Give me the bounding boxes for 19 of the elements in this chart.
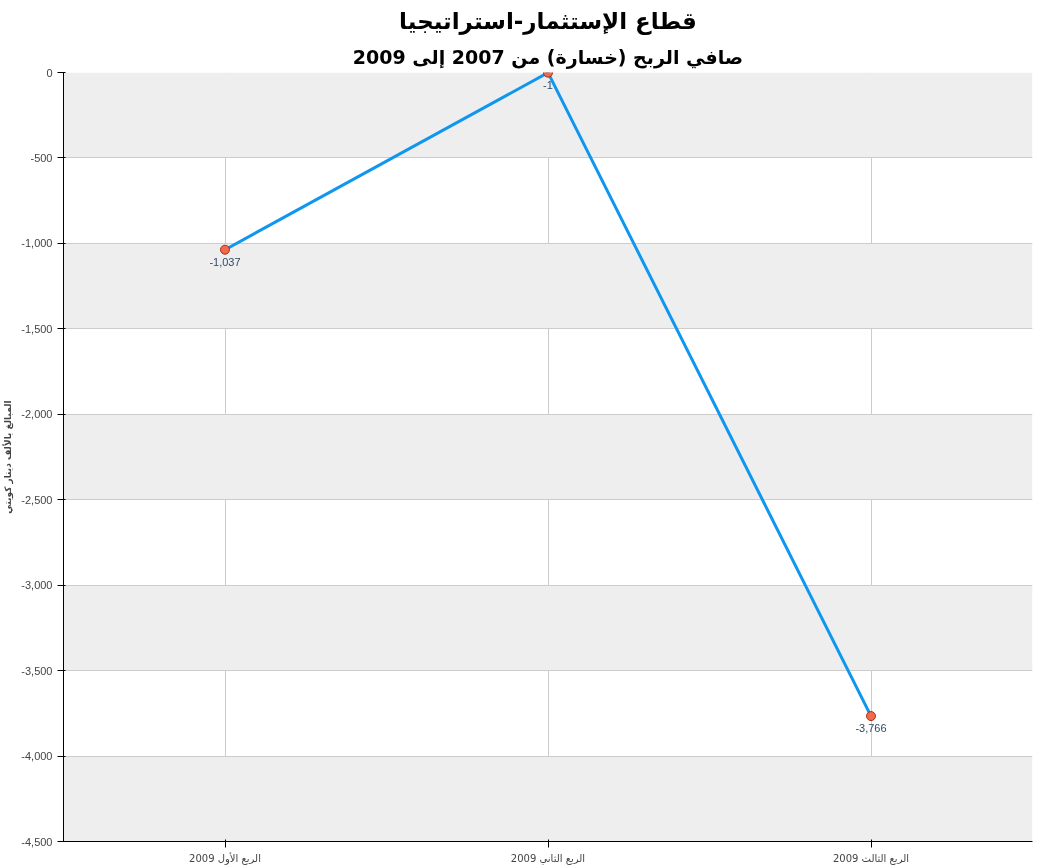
y-tick-label: -4,500: [21, 835, 53, 848]
data-label: -1: [543, 78, 553, 91]
data-label: -3,766: [855, 722, 887, 735]
y-tick-label: -2,500: [21, 493, 53, 506]
y-tick-label: -3,000: [21, 579, 53, 592]
chart-title: قطاع الإستثمار-استراتيجيا: [399, 7, 697, 35]
x-tick-label: الربع الثالث 2009: [832, 852, 910, 865]
y-tick-label: -3,500: [21, 664, 53, 677]
y-axis-title: المبالغ بالألف دينار كويتي: [2, 400, 15, 514]
y-tick-label: -2,000: [21, 408, 53, 421]
x-tick-label: الربع الثاني 2009: [510, 852, 586, 865]
y-tick-label: -1,500: [21, 322, 53, 335]
chart-subtitle: صافي الربح (خسارة) من 2007 إلى 2009: [352, 45, 744, 69]
x-tick-label: الربع الأول 2009: [189, 851, 261, 865]
y-tick-label: -1,000: [21, 237, 53, 250]
y-tick-label: 0: [46, 66, 53, 79]
y-tick-label: -500: [30, 151, 53, 164]
y-tick-label: -4,000: [21, 750, 53, 763]
data-label: -1,037: [209, 255, 241, 268]
